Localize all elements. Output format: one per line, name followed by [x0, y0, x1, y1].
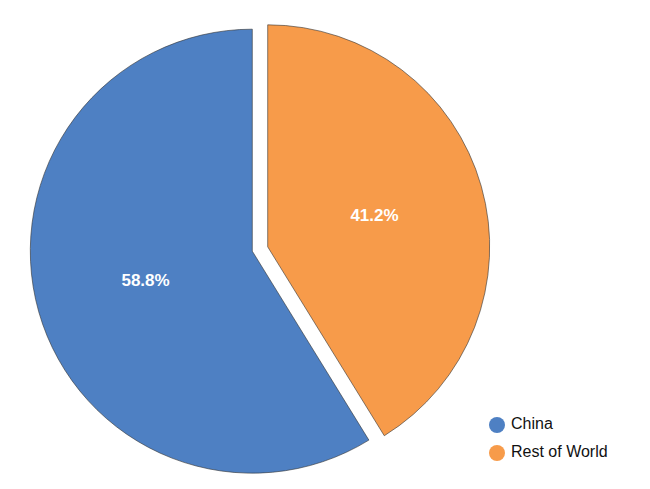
legend-swatch [489, 445, 505, 461]
legend-swatch [489, 417, 505, 433]
legend: China Rest of World [489, 415, 608, 461]
legend-label: Rest of World [511, 443, 608, 460]
pie: 58.8% 41.2% [30, 25, 489, 473]
legend-label: China [511, 415, 553, 432]
legend-item: Rest of World [489, 443, 608, 461]
data-label: 58.8% [121, 271, 169, 290]
data-label: 41.2% [350, 206, 398, 225]
chart: 58.8% 41.2% China Rest of World [0, 0, 650, 489]
pie-slice [268, 25, 490, 436]
legend-item: China [489, 415, 553, 433]
